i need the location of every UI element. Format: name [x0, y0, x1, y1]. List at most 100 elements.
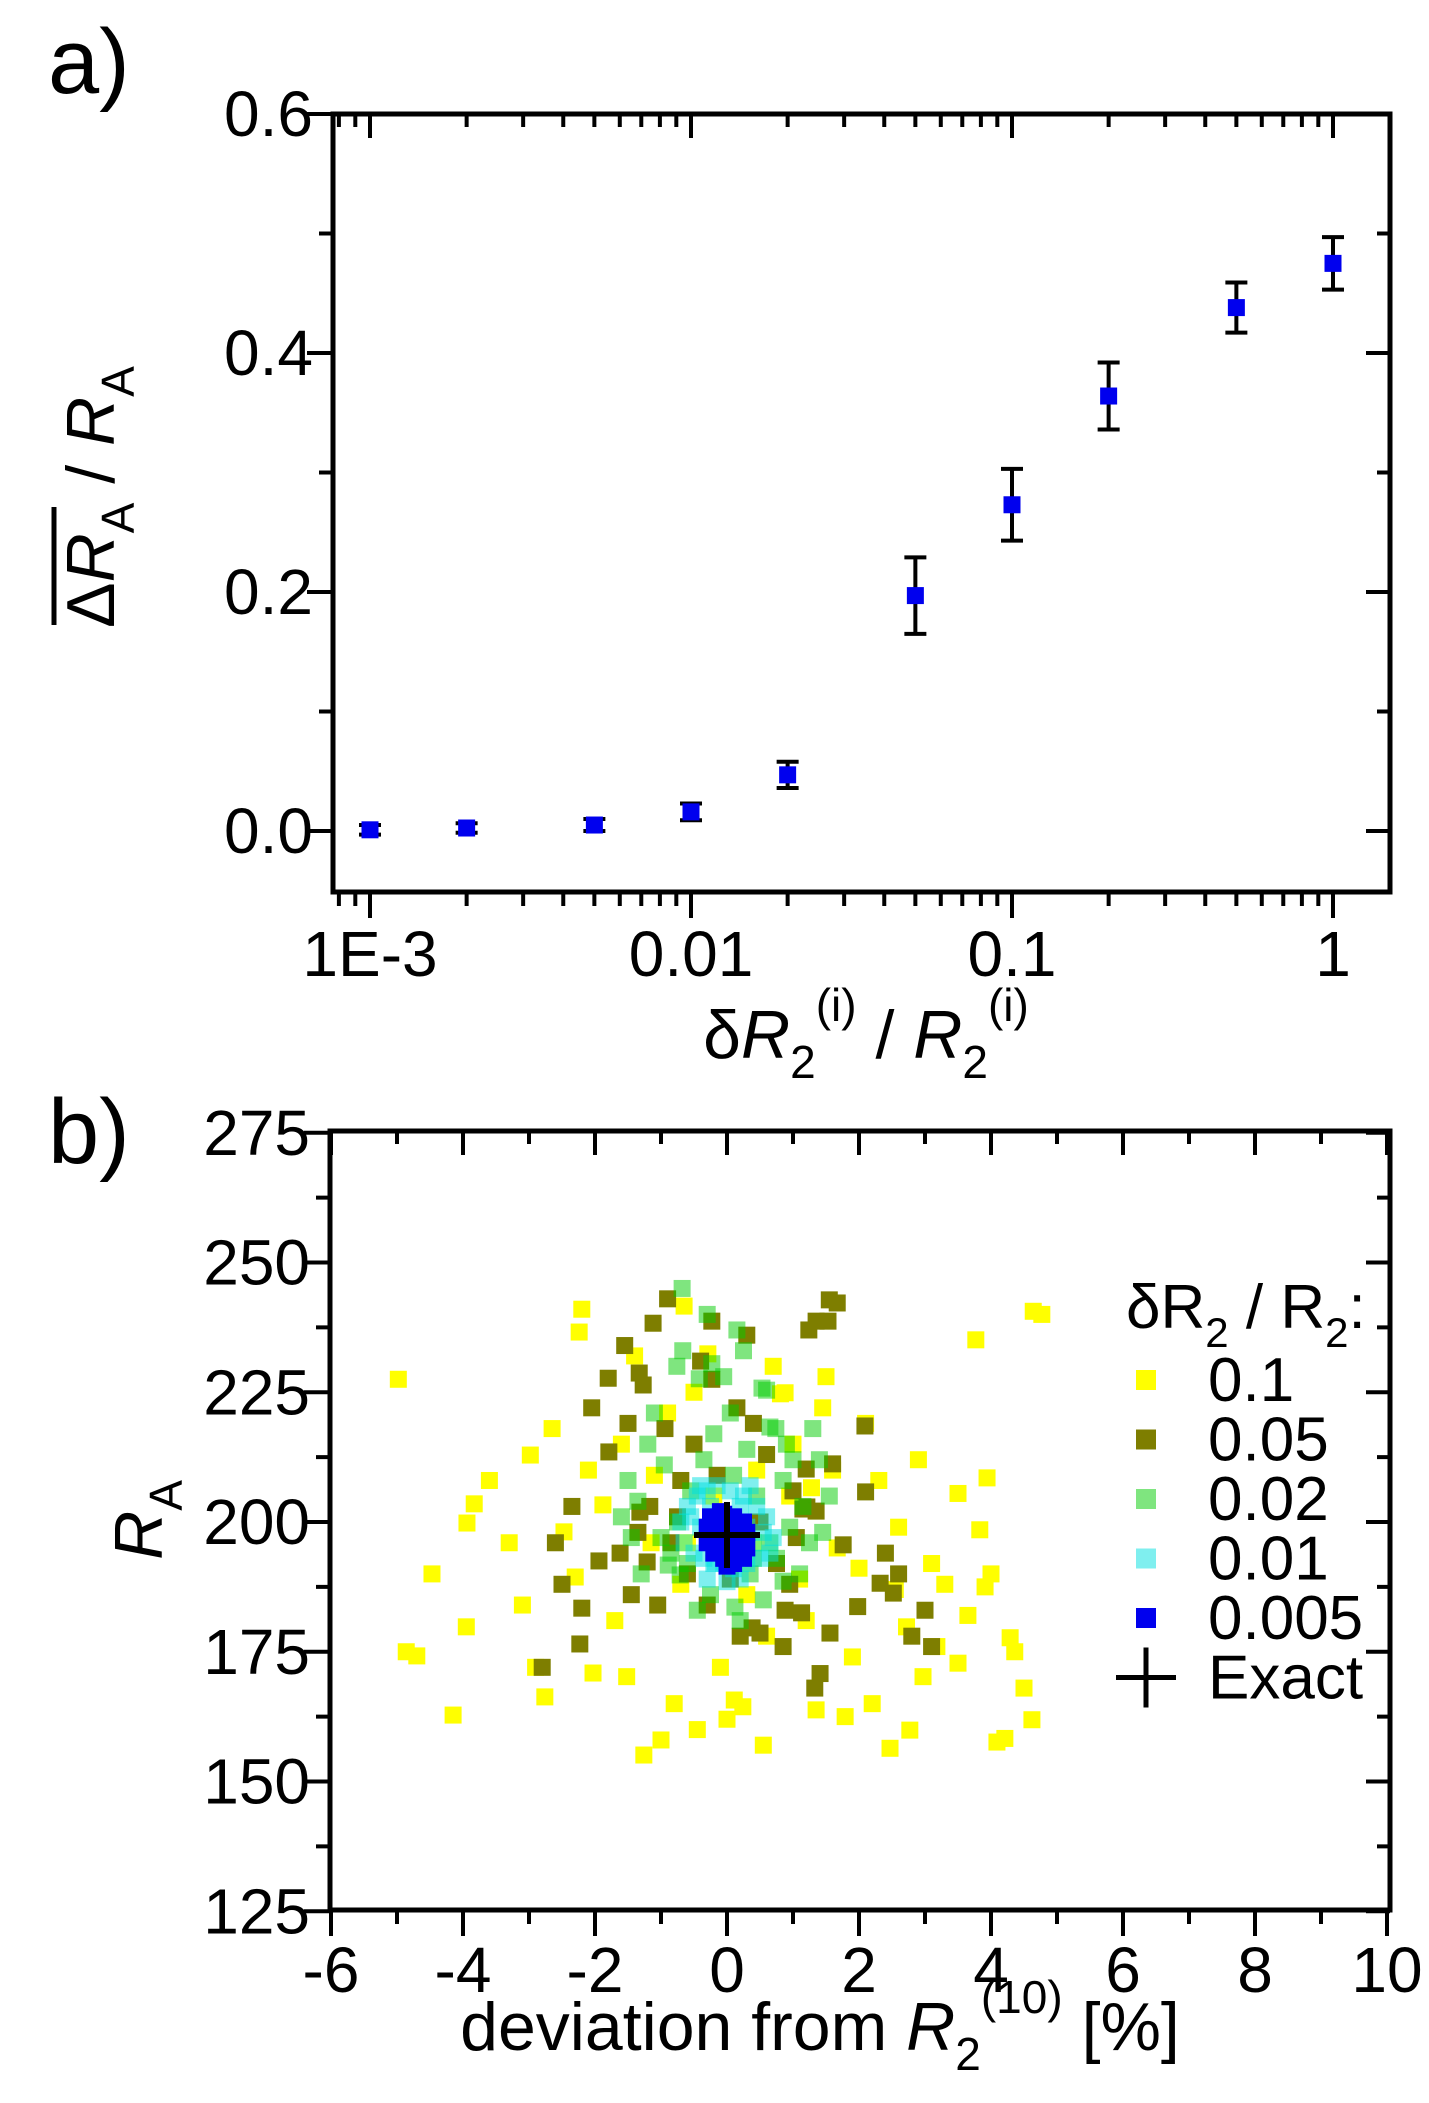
data-point-square — [774, 1471, 792, 1489]
data-point-square — [731, 1570, 749, 1588]
data-point-square — [870, 1471, 888, 1489]
label-part: R — [1161, 1273, 1206, 1342]
y-tick-label: 0.6 — [224, 78, 313, 150]
legend-item-Exact — [1116, 1647, 1176, 1708]
panel-a-y-axis-label: ΔRA / RA — [51, 366, 144, 628]
label-part: 2 — [1325, 1309, 1348, 1356]
data-point-square — [571, 1635, 589, 1653]
label-part: A — [92, 502, 144, 533]
data-point-square — [584, 1664, 602, 1682]
label-part: (i) — [816, 979, 857, 1031]
data-point-square — [599, 1369, 617, 1387]
data-point-square — [807, 1701, 825, 1719]
data-point-square — [849, 1598, 867, 1616]
data-point-square — [465, 1495, 483, 1513]
data-point-square — [758, 1381, 776, 1399]
data-point-square — [718, 1710, 736, 1728]
data-point-square — [1003, 496, 1021, 514]
x-tick-label: 0.1 — [968, 918, 1057, 990]
legend-marker-square — [1136, 1370, 1156, 1390]
legend-item-label: Exact — [1208, 1644, 1363, 1713]
data-point-square — [690, 1370, 708, 1388]
data-point-square — [408, 1647, 426, 1665]
data-point-square — [836, 1708, 854, 1726]
legend-marker-square — [1136, 1429, 1156, 1450]
panel-b: b) -6 -4 -2 0 2 4 6 8 10 275 250 225 200 175 150 125 devi… — [48, 1081, 1423, 2080]
data-point-square — [876, 1544, 894, 1562]
data-point-square — [748, 1461, 766, 1479]
data-point-square — [779, 766, 797, 784]
panel-b-ticks — [304, 1130, 1390, 1936]
data-point-square — [594, 1496, 612, 1514]
data-point-square — [901, 1721, 919, 1739]
data-point-square — [705, 1425, 723, 1443]
data-point-square — [735, 1342, 752, 1360]
label-part: R — [53, 397, 129, 446]
y-tick-label: 125 — [203, 1875, 310, 1947]
x-tick-label: 1E-3 — [302, 918, 437, 990]
data-point-square — [959, 1606, 977, 1624]
data-point-square — [806, 1679, 824, 1697]
data-point-square — [688, 1601, 706, 1619]
data-point-square — [579, 1461, 597, 1479]
data-point-square — [821, 1624, 839, 1642]
panel-a-frame — [330, 111, 1393, 895]
data-point-square — [1227, 299, 1245, 317]
label-part: [%] — [1063, 1989, 1180, 2065]
data-point-square — [622, 1586, 640, 1604]
data-point-square — [611, 1544, 629, 1562]
panel-a-error-bars — [359, 235, 1344, 837]
data-point-square — [890, 1565, 908, 1583]
data-point-square — [804, 1420, 822, 1438]
data-point-square — [619, 1414, 637, 1432]
data-point-square — [652, 1529, 670, 1547]
label-part: (10) — [981, 1971, 1063, 2023]
x-tick-label: 0.01 — [629, 918, 754, 990]
data-point-square — [659, 1404, 677, 1422]
data-point-square — [703, 1355, 721, 1373]
data-point-square — [923, 1638, 941, 1656]
data-point-square — [389, 1370, 407, 1388]
data-point-square — [673, 1279, 691, 1297]
data-point-square — [656, 1420, 674, 1438]
data-point-square — [794, 1497, 812, 1515]
data-point-square — [692, 1477, 710, 1495]
data-point-square — [774, 1638, 792, 1656]
data-point-square — [1001, 1629, 1019, 1647]
data-point-square — [741, 1477, 759, 1495]
label-part: A — [92, 366, 144, 397]
data-point-square — [668, 1357, 686, 1375]
label-part: / — [1229, 1273, 1281, 1342]
data-point-square — [1033, 1305, 1051, 1323]
data-point-square — [814, 1399, 832, 1417]
data-point-square — [820, 1487, 838, 1505]
data-point-square — [619, 1471, 637, 1489]
data-point-square — [978, 1469, 996, 1487]
data-point-square — [536, 1688, 554, 1706]
data-point-square — [906, 587, 924, 605]
data-point-square — [834, 1536, 852, 1554]
data-point-square — [361, 821, 379, 839]
data-point-square — [612, 1508, 630, 1526]
label-part: 2 — [962, 1036, 988, 1088]
label-part: / — [53, 446, 129, 503]
data-point-square — [639, 1435, 657, 1453]
data-point-square — [802, 1479, 820, 1497]
data-point-square — [1324, 254, 1342, 272]
data-point-square — [909, 1451, 927, 1469]
data-point-square — [754, 1736, 772, 1754]
data-point-square — [764, 1357, 782, 1375]
data-point-square — [606, 1612, 624, 1630]
data-point-square — [649, 1596, 667, 1614]
data-point-square — [533, 1658, 551, 1676]
label-part: δ — [703, 997, 741, 1073]
data-point-square — [682, 803, 700, 821]
data-point-square — [711, 1658, 729, 1676]
panel-a-y-axis-text: ΔRA / RA — [53, 366, 144, 628]
data-point-square — [634, 1376, 652, 1394]
panel-b-x-axis-label: deviation from R2(10) [%] — [460, 1971, 1180, 2080]
data-point-square — [725, 1466, 743, 1484]
data-point-square — [644, 1314, 662, 1332]
